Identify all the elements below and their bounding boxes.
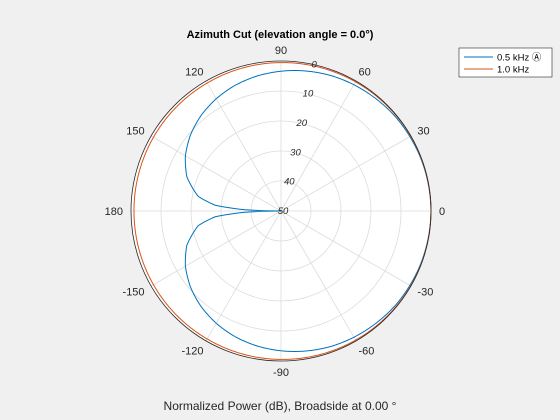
- polar-axes-outline: [130, 60, 432, 362]
- chart-title: Azimuth Cut (elevation angle = 0.0°): [187, 29, 374, 41]
- angle-tick-label-7: -150: [123, 287, 145, 299]
- angle-tick-label-1: 30: [417, 126, 429, 138]
- grid-spoke-1: [280, 135, 412, 212]
- radial-tick-label-4: 40: [284, 177, 295, 188]
- legend-box: [458, 47, 553, 78]
- angle-tick-label-9: -90: [273, 367, 289, 379]
- radial-tick-label-1: 10: [303, 89, 314, 100]
- grid-spoke-10: [280, 210, 357, 342]
- angle-tick-label-0: 0: [439, 206, 445, 218]
- radial-tick-label-3: 30: [290, 147, 301, 158]
- angle-tick-label-2: 60: [359, 67, 371, 79]
- series-line-1: [133, 62, 432, 360]
- grid-spoke-8: [205, 210, 282, 342]
- radial-tick-label-0: 0: [312, 59, 318, 70]
- radial-tick-label-2: 20: [295, 118, 307, 129]
- angle-tick-label-6: 180: [105, 206, 123, 218]
- series-layer: [133, 62, 432, 360]
- series-line-0: [184, 70, 432, 352]
- angle-tick-label-3: 90: [275, 45, 287, 57]
- grid-spoke-2: [280, 80, 357, 212]
- grid-spoke-5: [150, 135, 282, 212]
- grid-spoke-7: [150, 210, 282, 287]
- legend-entry-1: 1.0 kHz: [497, 65, 529, 76]
- angle-tick-label-8: -120: [181, 345, 203, 357]
- legend-entry-0: 0.5 kHz Ⓐ: [497, 53, 542, 64]
- legend: 0.5 kHz Ⓐ 1.0 kHz: [458, 47, 553, 78]
- x-axis-label: Normalized Power (dB), Broadside at 0.00…: [164, 399, 397, 413]
- grid-spoke-4: [205, 80, 282, 212]
- angle-tick-labels: 0 30 60 90 120 150 180 -150 -120 -90 -60 -30: [105, 45, 445, 379]
- angle-tick-label-11: -30: [417, 287, 433, 299]
- angle-tick-label-4: 120: [185, 67, 203, 79]
- radial-tick-label-5: 50: [278, 206, 289, 217]
- radial-tick-labels: 0 10 20 30 40 50: [278, 59, 318, 217]
- grid-spoke-11: [280, 210, 412, 287]
- angle-tick-label-5: 150: [126, 126, 144, 138]
- polar-grid: [131, 61, 431, 361]
- angle-tick-label-10: -60: [359, 345, 375, 357]
